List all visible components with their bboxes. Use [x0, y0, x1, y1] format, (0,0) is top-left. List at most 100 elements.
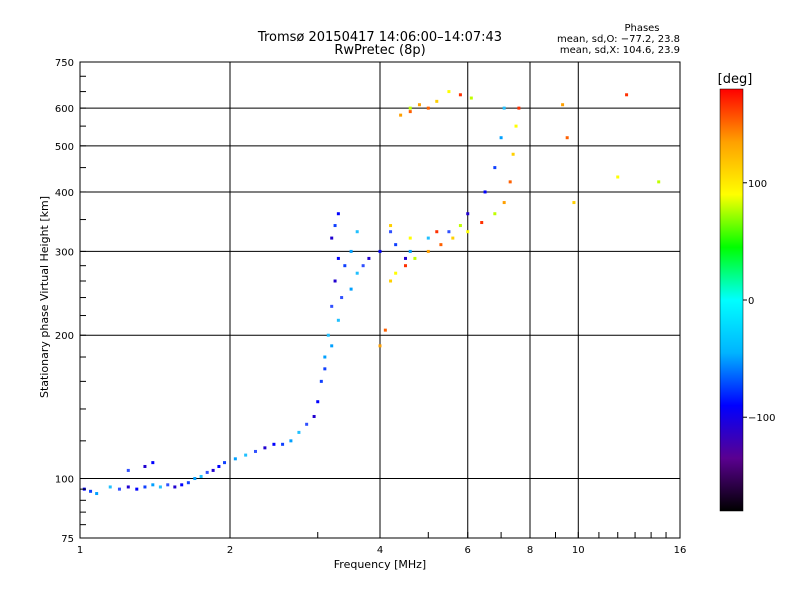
data-point [561, 103, 565, 107]
data-point [349, 249, 353, 253]
x-tick-label: 8 [527, 545, 533, 556]
data-point [223, 461, 227, 465]
colorbar-tick-label: −100 [748, 413, 775, 424]
data-point [143, 485, 147, 489]
colorbar [719, 88, 744, 512]
data-point [466, 212, 470, 216]
data-point [447, 230, 451, 234]
data-point [355, 271, 359, 275]
data-point [336, 212, 340, 216]
data-point [193, 477, 197, 481]
data-point [394, 243, 398, 247]
data-point [378, 344, 382, 348]
data-point [166, 483, 170, 487]
data-point [389, 230, 393, 234]
data-point [330, 344, 334, 348]
data-point [326, 333, 330, 337]
data-point [383, 328, 387, 332]
data-point [343, 264, 347, 268]
data-point [180, 483, 184, 487]
data-point [502, 201, 506, 205]
data-point [508, 180, 512, 184]
data-points [82, 90, 661, 496]
grid-lines [80, 62, 680, 538]
y-axis-ticks: 75 100 200 300 400 500 600 750 [55, 58, 86, 545]
data-point [95, 492, 99, 496]
data-point [211, 468, 215, 472]
data-point [126, 485, 130, 489]
data-point [493, 166, 497, 170]
colorbar-label: [deg] [718, 72, 753, 87]
data-point [158, 485, 162, 489]
data-point [458, 93, 462, 97]
data-point [319, 379, 323, 383]
x-tick-label: 4 [377, 545, 383, 556]
data-point [616, 175, 620, 179]
data-point [399, 113, 403, 117]
x-tick-label: 6 [465, 545, 471, 556]
data-point [355, 230, 359, 234]
colorbar-tick-label: 100 [748, 179, 767, 190]
colorbar-tick-label: 0 [748, 296, 754, 307]
phase-stats-o: mean, sd,O: −77.2, 23.8 [557, 34, 680, 45]
data-point [312, 414, 316, 418]
chart-title: Tromsø 20150417 14:06:00–14:07:43 [257, 30, 502, 45]
data-point [323, 367, 327, 371]
data-point [408, 110, 412, 114]
data-point [186, 481, 190, 485]
data-point [205, 470, 209, 474]
data-point [281, 442, 285, 446]
data-point [403, 256, 407, 260]
data-point [426, 236, 430, 240]
data-point [108, 485, 112, 489]
colorbar-ticks: 100 0 −100 [743, 179, 775, 424]
data-point [289, 439, 293, 443]
y-tick-label: 200 [55, 331, 74, 342]
y-tick-label: 75 [61, 534, 74, 545]
data-point [367, 256, 371, 260]
data-point [330, 304, 334, 308]
data-point [143, 464, 147, 468]
y-tick-label: 400 [55, 188, 74, 199]
data-point [572, 201, 576, 205]
data-point [408, 236, 412, 240]
x-tick-label: 2 [227, 545, 233, 556]
data-point [447, 90, 451, 94]
data-point [517, 106, 521, 110]
data-point [244, 453, 248, 457]
data-point [336, 256, 340, 260]
data-point [511, 152, 515, 156]
data-point [316, 400, 320, 404]
data-point [151, 461, 155, 465]
y-axis-label: Stationary phase Virtual Height [km] [38, 196, 51, 398]
data-point [657, 180, 661, 184]
data-point [493, 212, 497, 216]
data-point [439, 243, 443, 247]
data-point [625, 93, 629, 97]
data-point [565, 136, 569, 140]
data-point [499, 136, 503, 140]
data-point [330, 236, 334, 240]
x-tick-label: 10 [572, 545, 585, 556]
data-point [426, 106, 430, 110]
x-tick-label: 1 [77, 545, 83, 556]
data-point [151, 483, 155, 487]
y-tick-label: 300 [55, 247, 74, 258]
data-point [217, 464, 221, 468]
data-point [340, 296, 344, 300]
data-point [199, 474, 203, 478]
data-point [435, 99, 439, 103]
data-point [272, 442, 276, 446]
data-point [480, 221, 484, 225]
x-axis-label: Frequency [MHz] [334, 558, 426, 571]
data-point [435, 230, 439, 234]
data-point [305, 422, 309, 426]
data-point [378, 249, 382, 253]
data-point [126, 468, 130, 472]
data-point [297, 430, 301, 434]
y-tick-label: 100 [55, 475, 74, 486]
data-point [361, 264, 365, 268]
data-point [502, 106, 506, 110]
data-point [408, 106, 412, 110]
data-point [458, 224, 462, 228]
